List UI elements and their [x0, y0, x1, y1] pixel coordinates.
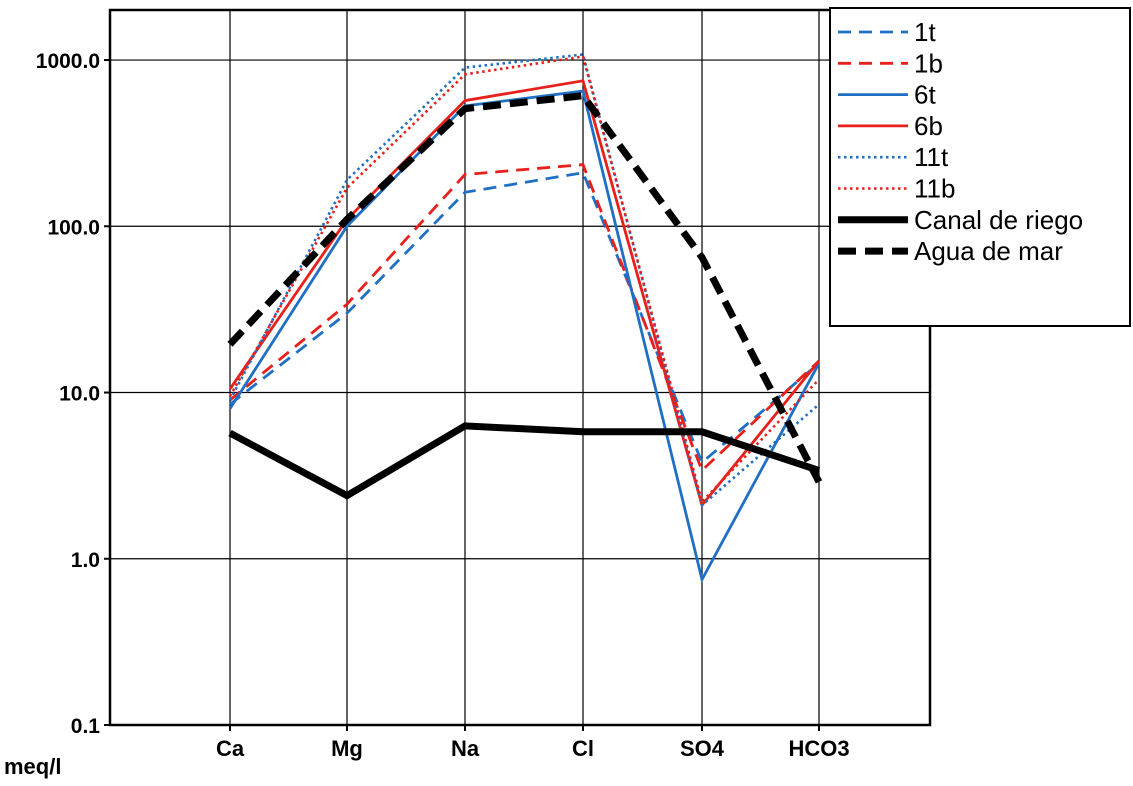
- y-tick-label: 10.0: [59, 383, 100, 406]
- x-tick-label: Mg: [331, 736, 363, 761]
- y-tick-label: 1.0: [71, 549, 100, 572]
- legend-label: 1t: [914, 17, 936, 47]
- unit-label: meq/l: [4, 754, 61, 779]
- series-line-6b: [228, 79, 821, 509]
- x-tick-label: Na: [451, 736, 480, 761]
- series-layer: [227, 53, 823, 584]
- y-tick-label: 1000.0: [36, 50, 100, 73]
- x-tick-label: Ca: [216, 736, 245, 761]
- legend-box: [829, 7, 1131, 327]
- legend-label: Agua de mar: [914, 236, 1063, 266]
- x-tick-label: HCO3: [788, 736, 849, 761]
- legend-label: 1b: [914, 48, 943, 78]
- series-line-11b: [228, 55, 820, 505]
- legend-label: 11t: [914, 142, 949, 172]
- plot-area: [108, 8, 932, 727]
- series-line-canal-de-riego: [228, 422, 821, 500]
- x-tick-label: Cl: [572, 736, 594, 761]
- series-line-6t: [228, 89, 821, 584]
- axis-layer: 0.1 1.0 10.0 100.0 1000.0 Ca Mg Na Cl SO4 HCO3 meq/…: [4, 50, 850, 779]
- grid-layer: [108, 8, 932, 727]
- y-tick-label: 100.0: [47, 216, 100, 239]
- series-line-1b: [229, 163, 820, 473]
- legend-label: 6b: [914, 111, 943, 141]
- legend-label: 11b: [914, 174, 955, 204]
- y-tick-label: 0.1: [71, 715, 101, 738]
- legend-label: 6t: [914, 80, 936, 110]
- series-line-agua-de-mar: [227, 92, 823, 484]
- legend-label: Canal de riego: [914, 205, 1083, 235]
- x-tick-label: SO4: [680, 736, 725, 761]
